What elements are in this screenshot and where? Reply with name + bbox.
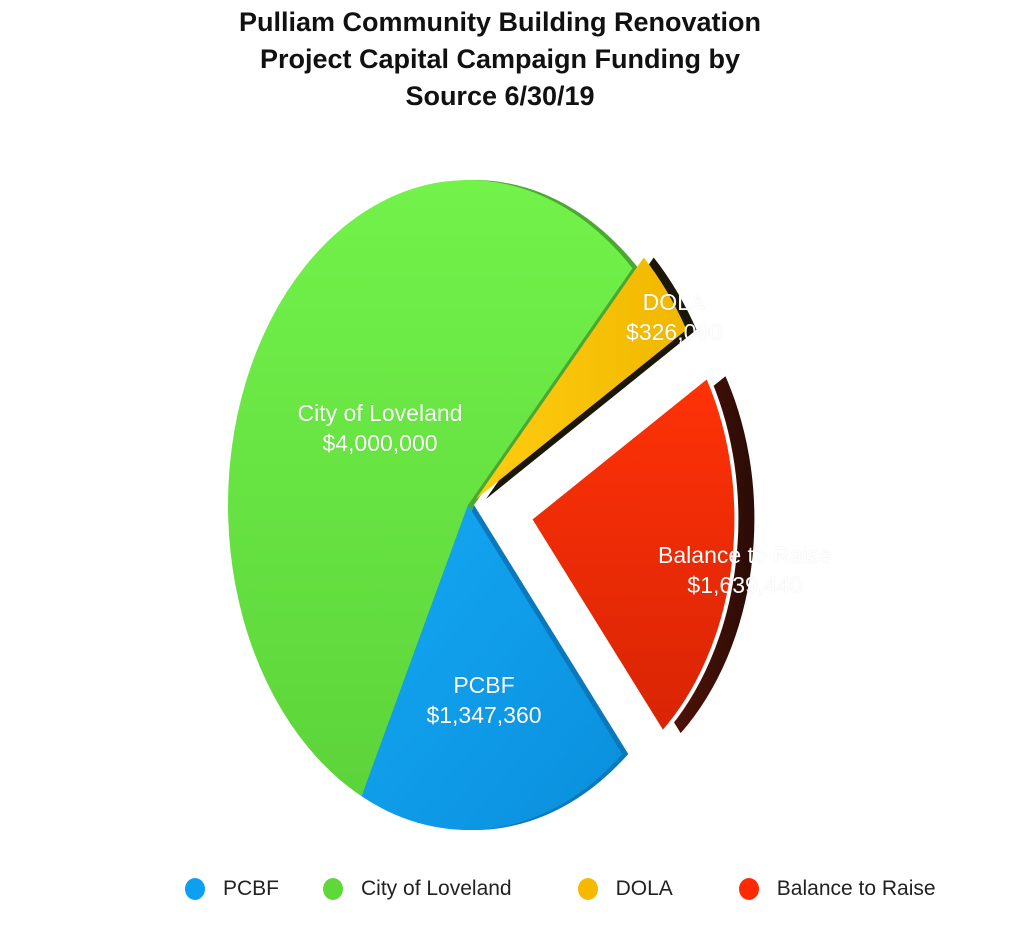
legend-item-city: City of Loveland: [323, 877, 512, 901]
legend-item-dola: DOLA: [577, 877, 673, 901]
slice-label-pcbf: PCBF $1,347,360: [426, 670, 541, 730]
pie-slice-dola: [476, 257, 687, 499]
legend-label: DOLA: [615, 877, 673, 900]
slice-label-dola-value: $326,000: [626, 319, 722, 345]
chart-legend: PCBF City of Loveland DOLA Balance to Ra…: [185, 877, 980, 901]
legend-swatch-icon: [738, 878, 759, 900]
legend-swatch-icon: [185, 878, 205, 900]
slice-label-pcbf-value: $1,347,360: [426, 702, 542, 728]
pie-slice-balance: [527, 373, 739, 737]
pie-slice-pcbf: [361, 505, 623, 830]
slice-label-balance-value: $1,639,440: [687, 572, 803, 598]
chart-title-line-1: Pulliam Community Building Renovation: [238, 7, 762, 37]
legend-label: PCBF: [223, 877, 280, 900]
slice-label-pcbf-name: PCBF: [453, 672, 515, 698]
legend-item-balance: Balance to Raise: [738, 877, 936, 901]
legend-swatch-icon: [577, 878, 598, 900]
legend-swatch-icon: [323, 878, 344, 900]
slice-label-balance: Balance to Raise $1,639,440: [658, 540, 832, 600]
slice-label-city-name: City of Loveland: [297, 400, 463, 426]
chart-title-line-3: Source 6/30/19: [405, 81, 595, 111]
slice-label-city-value: $4,000,000: [322, 430, 438, 456]
pie-slice-city: [228, 180, 633, 797]
legend-item-pcbf: PCBF: [185, 877, 279, 901]
slice-label-balance-name: Balance to Raise: [658, 542, 832, 568]
chart-title: Pulliam Community Building Renovation Pr…: [150, 4, 850, 115]
legend-label: City of Loveland: [361, 877, 512, 900]
slice-label-dola-name: DOLA: [642, 289, 706, 315]
legend-label: Balance to Raise: [776, 877, 936, 900]
slice-label-city: City of Loveland $4,000,000: [298, 398, 463, 458]
chart-title-line-2: Project Capital Campaign Funding by: [259, 44, 741, 74]
slice-label-dola: DOLA $326,000: [626, 287, 722, 347]
